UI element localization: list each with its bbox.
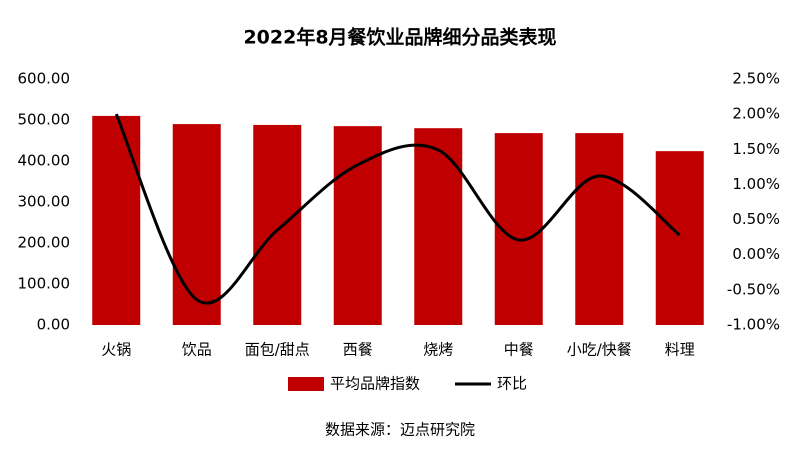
x-tick-label: 饮品 (182, 341, 212, 359)
y2-tick-label: 0.00% (732, 245, 780, 263)
x-tick-label: 火锅 (101, 341, 131, 359)
y-tick-label: 100.00 (18, 275, 71, 293)
bar (575, 133, 624, 325)
y-tick-label: 500.00 (18, 111, 71, 129)
y-tick-label: 600.00 (18, 70, 71, 88)
bar (655, 151, 704, 325)
y2-tick-label: 1.50% (732, 140, 780, 158)
y-tick-label: 300.00 (18, 193, 71, 211)
bar (172, 124, 221, 325)
y2-tick-label: 0.50% (732, 210, 780, 228)
line (114, 113, 681, 305)
x-tick-label: 烧烤 (423, 341, 453, 359)
y-tick-label: 200.00 (18, 234, 71, 252)
y2-tick-label: -1.00% (727, 316, 780, 334)
y2-tick-label: 2.50% (732, 70, 780, 88)
x-tick-label: 中餐 (504, 341, 534, 359)
x-tick-label: 西餐 (343, 341, 373, 359)
bar (333, 126, 382, 326)
bar (253, 124, 302, 325)
x-tick-label: 料理 (665, 341, 695, 359)
legend-swatch (288, 377, 324, 391)
y-tick-label: 400.00 (18, 152, 71, 170)
y2-tick-label: -0.50% (727, 280, 780, 298)
x-tick-label: 面包/甜点 (245, 341, 310, 359)
source-note: 数据来源：迈点研究院 (325, 421, 475, 439)
y2-tick-label: 1.00% (732, 175, 780, 193)
bar (92, 115, 141, 326)
y-tick-label: 0.00 (37, 316, 70, 334)
x-tick-label: 小吃/快餐 (567, 341, 632, 359)
bar (414, 128, 463, 325)
y2-tick-label: 2.00% (732, 105, 780, 123)
legend-label: 环比 (497, 375, 527, 393)
legend-label: 平均品牌指数 (330, 375, 420, 393)
chart-title: 2022年8月餐饮业品牌细分品类表现 (243, 26, 556, 49)
